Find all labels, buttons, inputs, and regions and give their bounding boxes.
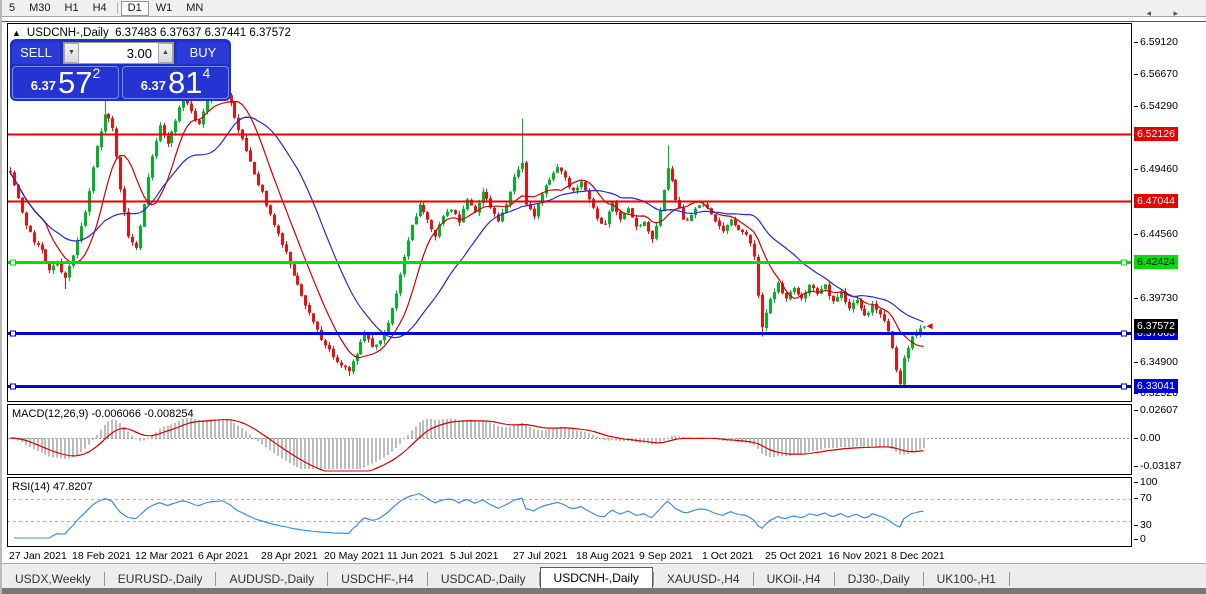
- level-price-label: 6.47044: [1134, 194, 1178, 209]
- level-price-label: 6.52126: [1134, 127, 1178, 142]
- chart-tab-bar: USDX,Weekly EURUSD-,Daily AUDUSD-,Daily USD…: [2, 563, 1206, 589]
- volume-increase-icon[interactable]: ▲: [158, 43, 173, 63]
- tab-separator: [327, 572, 329, 586]
- tab-separator: [426, 572, 428, 586]
- tab-separator: [652, 572, 654, 586]
- toolbar-divider: [116, 2, 118, 14]
- level-price-label: 6.42424: [1134, 255, 1178, 270]
- tab-separator: [922, 572, 924, 586]
- date-tick: 18 Aug 2021: [576, 550, 635, 562]
- date-tick: 16 Nov 2021: [828, 550, 888, 562]
- chart-tab-6[interactable]: XAUUSD-,H4: [666, 572, 740, 586]
- timeframe-button-w1[interactable]: W1: [155, 2, 173, 14]
- price-tick: 6.49460: [1134, 163, 1178, 176]
- date-tick: 12 Mar 2021: [135, 550, 194, 562]
- tab-separator: [103, 572, 105, 586]
- chart-window: ▲ USDCNH-,Daily 6.37483 6.37637 6.37441 6…: [2, 21, 1206, 564]
- price-tick: 6.44560: [1134, 228, 1178, 241]
- chart-tab-5[interactable]: USDCNH-,Daily: [539, 567, 653, 589]
- tab-separator: [833, 572, 835, 586]
- date-tick: 8 Dec 2021: [891, 550, 945, 562]
- rsi-panel-canvas[interactable]: [7, 477, 1132, 547]
- timeframe-button-m30[interactable]: M30: [29, 2, 51, 14]
- timeframe-button-mn[interactable]: MN: [186, 2, 204, 14]
- chart-tab-3[interactable]: USDCHF-,H4: [341, 572, 414, 586]
- price-tick: 6.34900: [1134, 355, 1178, 368]
- tab-scroll-arrows[interactable]: ◂ ▸: [1146, 8, 1188, 18]
- date-tick: 1 Oct 2021: [702, 550, 754, 562]
- tab-separator: [752, 572, 754, 586]
- ohlc-values: 6.37483 6.37637 6.37441 6.37572: [115, 27, 291, 39]
- date-tick: 11 Jun 2021: [387, 550, 445, 562]
- status-strip: [2, 588, 1206, 594]
- ask-price-display[interactable]: 6.37 81 4: [122, 65, 229, 99]
- date-tick: 25 Oct 2021: [765, 550, 823, 562]
- current-price-label: 6.37572: [1134, 319, 1178, 334]
- chart-ohlc-title: ▲ USDCNH-,Daily 6.37483 6.37637 6.37441 6…: [12, 27, 291, 39]
- price-tick: 6.56670: [1134, 68, 1178, 81]
- date-tick: 6 Apr 2021: [198, 550, 249, 562]
- date-tick: 18 Feb 2021: [72, 550, 131, 562]
- price-tick: 6.39730: [1134, 291, 1178, 304]
- buy-button[interactable]: BUY: [177, 42, 229, 64]
- chart-tab-2[interactable]: AUDUSD-,Daily: [229, 572, 315, 586]
- volume-stepper: ▼ 3.00 ▲: [63, 42, 174, 64]
- chart-tab-1[interactable]: EURUSD-,Daily: [117, 572, 203, 586]
- indicator-axis-tick: 0.00: [1133, 432, 1161, 444]
- volume-input[interactable]: 3.00: [126, 45, 152, 61]
- indicator-axis-tick: 30: [1134, 519, 1152, 531]
- volume-decrease-icon[interactable]: ▼: [64, 43, 79, 63]
- one-click-trade-panel: SELL ▼ 3.00 ▲ BUY 6.37 57 2 6.37 81 4: [10, 39, 231, 101]
- indicator-axis-tick: 70: [1134, 492, 1152, 504]
- indicator-axis-tick: 0.02607: [1134, 404, 1178, 416]
- date-tick: 5 Jul 2021: [450, 550, 499, 562]
- indicator-axis-tick: 100: [1134, 476, 1158, 488]
- indicator-axis-tick: -0.03187: [1133, 460, 1182, 472]
- level-price-label: 6.33041: [1134, 379, 1178, 394]
- date-tick: 20 May 2021: [324, 550, 385, 562]
- chart-tab-7[interactable]: UKOil-,H4: [766, 572, 821, 586]
- tab-separator: [1008, 572, 1010, 586]
- bid-price-display[interactable]: 6.37 57 2: [12, 65, 119, 99]
- timeframe-button-5[interactable]: 5: [9, 2, 16, 14]
- timeframe-button-h4[interactable]: H4: [92, 2, 107, 14]
- price-tick: 6.59120: [1134, 36, 1178, 48]
- macd-indicator-label: MACD(12,26,9) -0.006066 -0.008254: [12, 408, 194, 420]
- timeframe-button-h1[interactable]: H1: [64, 2, 79, 14]
- tab-separator: [215, 572, 217, 586]
- date-axis[interactable]: 27 Jan 2021 18 Feb 2021 12 Mar 2021 6 Apr 2…: [7, 547, 1132, 564]
- indicator-axis-tick: 0: [1134, 533, 1146, 545]
- chart-tab-8[interactable]: DJ30-,Daily: [847, 572, 910, 586]
- timeframe-button-d1[interactable]: D1: [120, 0, 149, 16]
- chart-tab-9[interactable]: UK100-,H1: [936, 572, 996, 586]
- sell-button[interactable]: SELL: [12, 42, 60, 64]
- date-tick: 27 Jul 2021: [513, 550, 568, 562]
- chart-tab-4[interactable]: USDCAD-,Daily: [440, 572, 526, 586]
- chart-symbol-period: USDCNH-,Daily: [26, 27, 109, 39]
- price-tick: 6.54290: [1134, 99, 1178, 112]
- chart-tab-0[interactable]: USDX,Weekly: [15, 572, 91, 586]
- price-axis[interactable]: 6.591206.566706.542906.518406.494606.445…: [1133, 22, 1206, 564]
- date-tick: 28 Apr 2021: [261, 550, 318, 562]
- date-tick: 9 Sep 2021: [639, 550, 693, 562]
- tab-separator: [538, 572, 540, 586]
- rsi-indicator-label: RSI(14) 47.8207: [12, 481, 93, 493]
- collapse-panel-icon[interactable]: ▲: [12, 28, 21, 38]
- timeframe-toolbar: 5 M30 H1 H4 D1 W1 MN: [2, 0, 1206, 17]
- macd-panel-canvas[interactable]: [7, 404, 1132, 475]
- date-tick: 27 Jan 2021: [9, 550, 67, 562]
